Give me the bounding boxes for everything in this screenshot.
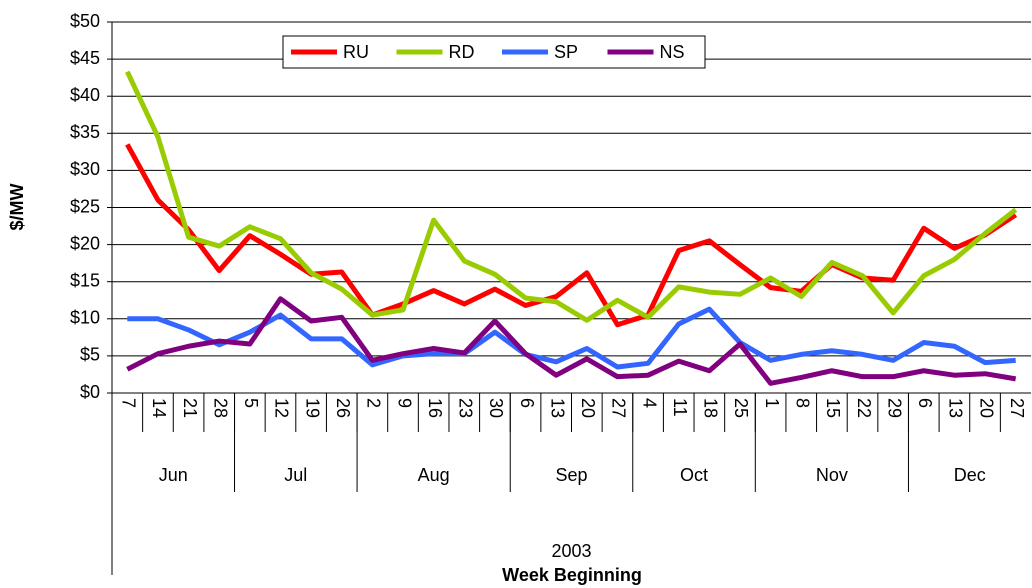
x-tick-label: 28 bbox=[210, 398, 230, 418]
x-tick-label: 6 bbox=[915, 398, 935, 408]
year-label: 2003 bbox=[551, 541, 591, 561]
x-tick-label: 30 bbox=[486, 398, 506, 418]
legend-label: NS bbox=[660, 42, 685, 62]
x-tick-label: 26 bbox=[333, 398, 353, 418]
y-tick-label: $5 bbox=[80, 345, 100, 365]
x-tick-label: 14 bbox=[149, 398, 169, 418]
series-line bbox=[127, 306, 1016, 370]
month-label: Dec bbox=[954, 465, 986, 485]
y-tick-label: $10 bbox=[70, 308, 100, 328]
x-tick-label: 22 bbox=[854, 398, 874, 418]
y-tick-label: $25 bbox=[70, 196, 100, 216]
series-line bbox=[125, 70, 1018, 323]
x-tick-label: 7 bbox=[119, 398, 139, 408]
x-tick-label: 11 bbox=[670, 398, 690, 417]
y-axis-title: $/MW bbox=[7, 183, 27, 230]
legend-label: RU bbox=[343, 42, 369, 62]
month-label: Aug bbox=[418, 465, 450, 485]
y-tick-label: $50 bbox=[70, 11, 100, 31]
x-tick-label: 29 bbox=[884, 398, 904, 418]
x-tick-label: 18 bbox=[701, 398, 721, 418]
x-tick-label: 8 bbox=[793, 398, 813, 408]
x-tick-label: 20 bbox=[578, 398, 598, 418]
x-tick-label: 23 bbox=[456, 398, 476, 418]
x-axis-title: Week Beginning bbox=[502, 565, 642, 585]
x-tick-label: 25 bbox=[731, 398, 751, 418]
x-tick-label: 12 bbox=[272, 398, 292, 418]
x-tick-label: 5 bbox=[241, 398, 261, 408]
x-tick-label: 1 bbox=[762, 398, 782, 408]
month-label: Jun bbox=[159, 465, 188, 485]
y-tick-label: $45 bbox=[70, 48, 100, 68]
x-tick-label: 27 bbox=[1007, 398, 1027, 418]
y-tick-label: $15 bbox=[70, 270, 100, 290]
month-label: Nov bbox=[816, 465, 848, 485]
x-tick-label: 27 bbox=[609, 398, 629, 418]
x-tick-label: 13 bbox=[946, 398, 966, 418]
y-tick-label: $20 bbox=[70, 233, 100, 253]
x-tick-label: 21 bbox=[180, 398, 200, 418]
x-tick-label: 9 bbox=[394, 398, 414, 408]
x-tick-label: 16 bbox=[425, 398, 445, 418]
x-tick-label: 20 bbox=[976, 398, 996, 418]
x-tick-label: 15 bbox=[823, 398, 843, 418]
month-label: Jul bbox=[284, 465, 307, 485]
x-tick-label: 6 bbox=[517, 398, 537, 408]
legend-label: RD bbox=[449, 42, 475, 62]
legend-label: SP bbox=[554, 42, 578, 62]
y-tick-label: $0 bbox=[80, 382, 100, 402]
x-tick-label: 13 bbox=[547, 398, 567, 418]
month-label: Oct bbox=[680, 465, 708, 485]
month-label: Sep bbox=[555, 465, 587, 485]
x-tick-label: 2 bbox=[364, 398, 384, 408]
y-tick-label: $30 bbox=[70, 159, 100, 179]
y-tick-label: $35 bbox=[70, 122, 100, 142]
series-line bbox=[126, 296, 1017, 386]
x-tick-label: 19 bbox=[302, 398, 322, 418]
x-tick-label: 4 bbox=[639, 398, 659, 408]
y-tick-label: $40 bbox=[70, 85, 100, 105]
